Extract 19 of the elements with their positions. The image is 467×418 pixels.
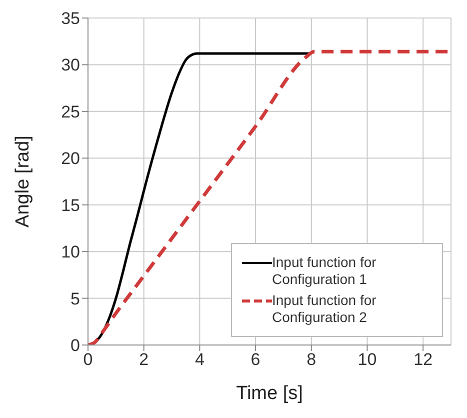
x-axis-title: Time [s] bbox=[236, 383, 303, 404]
x-tick-label: 8 bbox=[306, 350, 316, 370]
y-tick-label: 5 bbox=[70, 289, 80, 308]
legend-label: Input function for Configuration 1 bbox=[272, 254, 378, 288]
x-tick-label: 6 bbox=[250, 350, 260, 370]
y-tick-label: 20 bbox=[61, 149, 80, 168]
y-tick-label: 35 bbox=[61, 9, 80, 28]
y-axis-title: Angle [rad] bbox=[12, 136, 34, 228]
x-tick-label: 0 bbox=[83, 350, 93, 370]
x-tick-label: 10 bbox=[358, 350, 377, 370]
y-tick-label: 10 bbox=[61, 242, 80, 262]
y-tick-label: 30 bbox=[61, 56, 80, 75]
x-tick-label: 12 bbox=[414, 350, 433, 370]
y-tick-label: 25 bbox=[61, 102, 80, 122]
y-tick-label: 0 bbox=[70, 336, 80, 356]
x-tick-label: 2 bbox=[139, 350, 149, 370]
x-tick-label: 4 bbox=[194, 350, 204, 370]
y-tick-label: 15 bbox=[61, 196, 80, 215]
legend-label: Input function for Configuration 2 bbox=[272, 292, 378, 326]
